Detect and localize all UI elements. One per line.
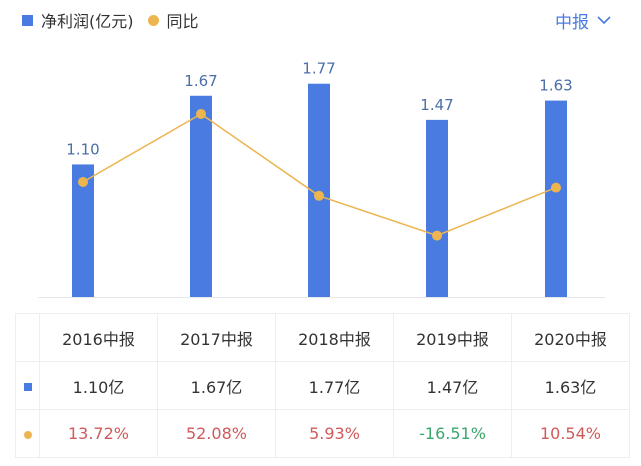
table-row-profit: 1.10亿 1.67亿 1.77亿 1.47亿 1.63亿 bbox=[15, 361, 630, 410]
data-table: 2016中报 2017中报 2018中报 2019中报 2020中报 1.10亿 1.67… bbox=[15, 313, 630, 458]
column-header: 2017中报 bbox=[157, 313, 276, 362]
yoy-row-key bbox=[15, 409, 40, 458]
bar bbox=[190, 95, 212, 297]
column-header: 2019中报 bbox=[393, 313, 512, 362]
line-legend-label: 同比 bbox=[166, 12, 199, 31]
bar-data-label: 1.47 bbox=[420, 96, 453, 114]
yoy-point bbox=[432, 230, 442, 241]
bar-legend-icon bbox=[23, 383, 32, 391]
bar-legend-label: 净利润(亿元) bbox=[41, 12, 134, 31]
bar bbox=[426, 119, 448, 298]
yoy-cell: 13.72% bbox=[39, 409, 158, 458]
legend: 净利润(亿元) 同比 bbox=[22, 8, 199, 32]
yoy-cell: 10.54% bbox=[511, 409, 630, 458]
bar bbox=[545, 100, 567, 298]
period-selector[interactable]: 中报 bbox=[555, 8, 611, 33]
column-header: 2016中报 bbox=[39, 313, 158, 362]
bar bbox=[72, 164, 94, 297]
yoy-point bbox=[551, 182, 561, 193]
chart: 1.10 1.67 1.77 1.47 1.63 bbox=[38, 60, 605, 298]
column-header: 2020中报 bbox=[511, 313, 630, 362]
bar-data-label: 1.63 bbox=[539, 77, 572, 95]
bar bbox=[308, 83, 330, 297]
yoy-point bbox=[196, 108, 206, 119]
yoy-cell: 5.93% bbox=[275, 409, 394, 458]
corner-cell bbox=[15, 313, 40, 362]
yoy-cell: -16.51% bbox=[393, 409, 512, 458]
bar-legend-icon bbox=[22, 14, 33, 26]
profit-cell: 1.47亿 bbox=[393, 361, 512, 410]
profit-cell: 1.67亿 bbox=[157, 361, 276, 410]
profit-row-key bbox=[15, 361, 40, 410]
bar-data-label: 1.10 bbox=[66, 140, 99, 158]
profit-cell: 1.10亿 bbox=[39, 361, 158, 410]
line-legend-icon bbox=[23, 431, 32, 439]
yoy-point bbox=[78, 176, 88, 187]
table-header-row: 2016中报 2017中报 2018中报 2019中报 2020中报 bbox=[15, 313, 630, 362]
profit-cell: 1.63亿 bbox=[511, 361, 630, 410]
bar-data-label: 1.67 bbox=[184, 72, 217, 90]
line-legend-icon bbox=[147, 14, 159, 26]
column-header: 2018中报 bbox=[275, 313, 394, 362]
chevron-down-icon bbox=[597, 16, 611, 25]
period-label: 中报 bbox=[555, 13, 589, 33]
yoy-point bbox=[314, 190, 324, 201]
bar-data-label: 1.77 bbox=[302, 60, 335, 78]
profit-cell: 1.77亿 bbox=[275, 361, 394, 410]
yoy-cell: 52.08% bbox=[157, 409, 276, 458]
table-row-yoy: 13.72% 52.08% 5.93% -16.51% 10.54% bbox=[15, 409, 630, 458]
